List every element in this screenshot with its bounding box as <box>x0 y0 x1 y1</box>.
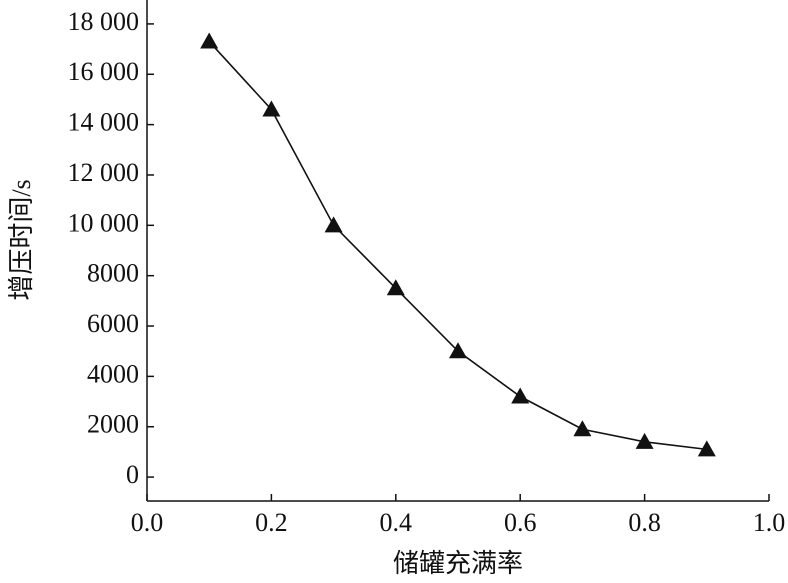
y-tick-label: 12 000 <box>68 158 140 187</box>
marker <box>697 440 716 457</box>
marker <box>635 432 654 449</box>
x-tick-label: 0.2 <box>255 508 288 537</box>
y-tick-label: 4000 <box>87 359 139 388</box>
y-tick-label: 0 <box>126 460 139 489</box>
marker <box>200 32 219 49</box>
marker <box>449 342 467 359</box>
x-axis-label: 储罐充满率 <box>393 549 523 578</box>
y-tick-label: 18 000 <box>68 7 140 36</box>
marker <box>573 420 592 437</box>
marker <box>511 387 530 404</box>
y-tick-label: 6000 <box>87 309 139 338</box>
x-tick-label: 1.0 <box>753 508 786 537</box>
marker <box>386 279 405 296</box>
y-tick-label: 10 000 <box>68 208 140 237</box>
y-axis-label: 增压时间/s <box>7 179 36 300</box>
marker <box>262 100 281 117</box>
x-tick-label: 0.6 <box>504 508 537 537</box>
y-tick-label: 2000 <box>87 410 139 439</box>
y-tick-label: 14 000 <box>68 108 140 137</box>
x-tick-label: 0.0 <box>131 508 164 537</box>
y-tick-label: 16 000 <box>68 57 140 86</box>
x-tick-label: 0.4 <box>380 508 413 537</box>
data-line <box>208 41 707 451</box>
x-tick-label: 0.8 <box>628 508 661 537</box>
marker <box>324 216 343 233</box>
y-tick-label: 8000 <box>87 259 139 288</box>
